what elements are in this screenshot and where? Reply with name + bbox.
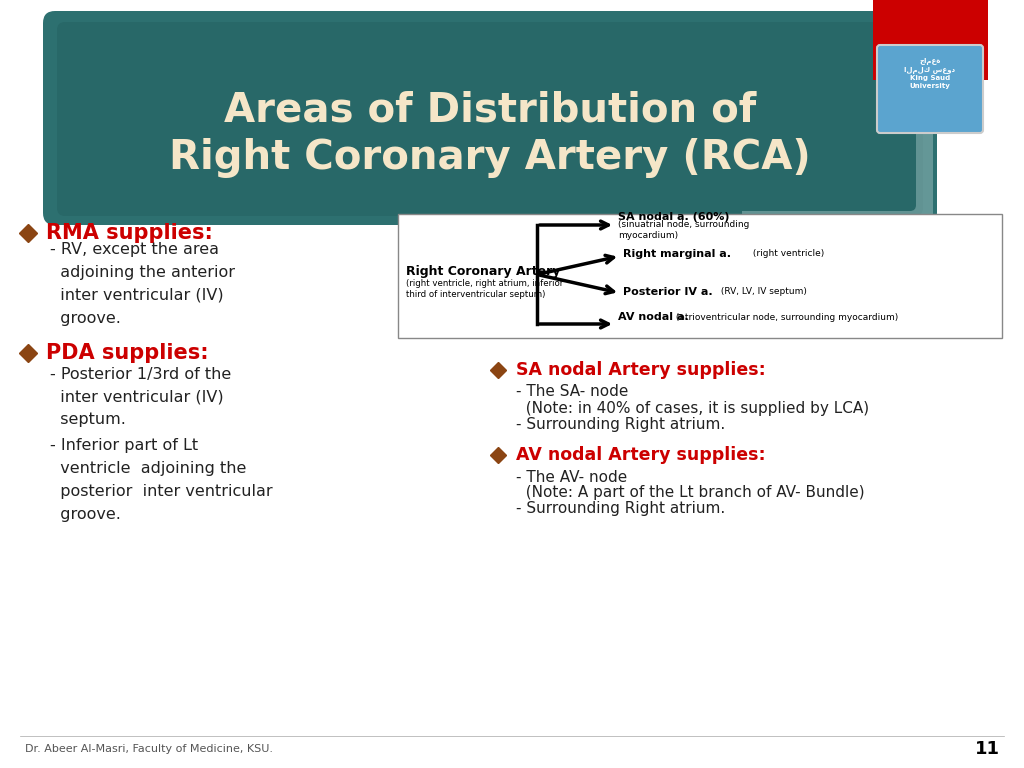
Text: (right ventricle, right atrium, inferior
third of interventricular septum): (right ventricle, right atrium, inferior… — [406, 279, 563, 300]
Text: (RV, LV, IV septum): (RV, LV, IV septum) — [718, 287, 807, 296]
Text: (right ventricle): (right ventricle) — [750, 250, 824, 259]
Text: جامعة
الملك سعود
King Saud
University: جامعة الملك سعود King Saud University — [904, 57, 955, 89]
Text: - The AV- node: - The AV- node — [516, 469, 628, 485]
Text: - Inferior part of Lt
  ventricle  adjoining the
  posterior  inter ventricular
: - Inferior part of Lt ventricle adjoinin… — [50, 439, 272, 521]
FancyBboxPatch shape — [43, 11, 937, 225]
FancyBboxPatch shape — [57, 22, 923, 216]
Text: PDA supplies:: PDA supplies: — [46, 343, 209, 363]
Text: - Surrounding Right atrium.: - Surrounding Right atrium. — [516, 502, 725, 517]
Text: Right marginal a.: Right marginal a. — [623, 249, 731, 259]
Text: AV nodal Artery supplies:: AV nodal Artery supplies: — [516, 446, 766, 464]
Text: Areas of Distribution of: Areas of Distribution of — [224, 90, 756, 130]
FancyBboxPatch shape — [398, 214, 1002, 338]
Text: Dr. Abeer Al-Masri, Faculty of Medicine, KSU.: Dr. Abeer Al-Masri, Faculty of Medicine,… — [25, 744, 273, 754]
FancyBboxPatch shape — [742, 105, 933, 221]
Bar — [873, 0, 988, 80]
Text: - Surrounding Right atrium.: - Surrounding Right atrium. — [516, 416, 725, 432]
Text: AV nodal a.: AV nodal a. — [618, 312, 688, 322]
FancyBboxPatch shape — [59, 24, 916, 211]
Text: Right Coronary Artery: Right Coronary Artery — [406, 266, 560, 279]
Text: (Note: in 40% of cases, it is supplied by LCA): (Note: in 40% of cases, it is supplied b… — [516, 400, 869, 415]
Text: - RV, except the area
  adjoining the anterior
  inter ventricular (IV)
  groove: - RV, except the area adjoining the ante… — [50, 242, 234, 326]
Text: - The SA- node: - The SA- node — [516, 385, 629, 399]
Text: (atrioventricular node, surrounding myocardium): (atrioventricular node, surrounding myoc… — [673, 313, 898, 322]
Text: RMA supplies:: RMA supplies: — [46, 223, 213, 243]
Text: (sinuatrial node, surrounding
myocardium): (sinuatrial node, surrounding myocardium… — [618, 220, 750, 240]
Text: (Note: A part of the Lt branch of AV- Bundle): (Note: A part of the Lt branch of AV- Bu… — [516, 485, 864, 501]
Text: 11: 11 — [975, 740, 1000, 758]
Text: Posterior IV a.: Posterior IV a. — [623, 287, 713, 297]
FancyBboxPatch shape — [877, 45, 983, 133]
Text: - Posterior 1/3rd of the
  inter ventricular (IV)
  septum.: - Posterior 1/3rd of the inter ventricul… — [50, 366, 231, 427]
Text: Right Coronary Artery (RCA): Right Coronary Artery (RCA) — [169, 138, 811, 178]
Text: SA nodal Artery supplies:: SA nodal Artery supplies: — [516, 361, 766, 379]
Text: SA nodal a. (60%): SA nodal a. (60%) — [618, 212, 729, 222]
